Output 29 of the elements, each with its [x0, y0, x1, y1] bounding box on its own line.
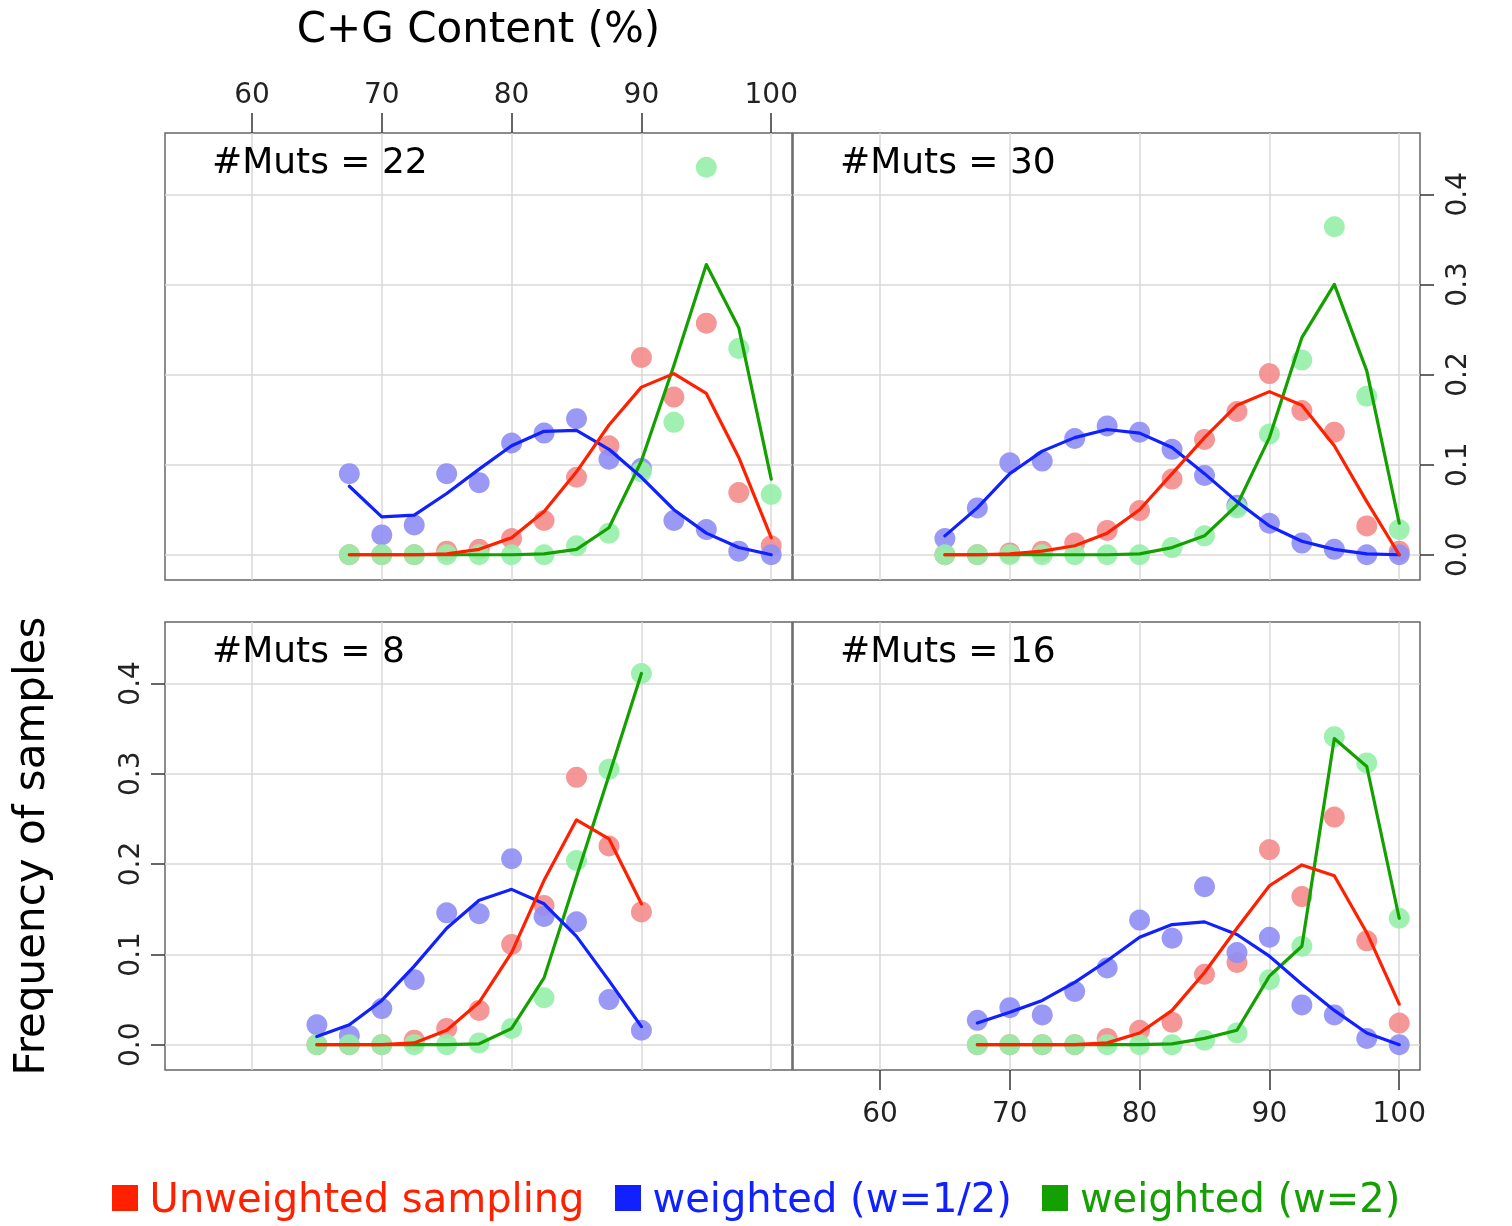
x-tick-label: 90 [623, 76, 660, 110]
chart-title: #Muts = 30 [840, 139, 1056, 181]
y-tick-label: 0.1 [112, 932, 146, 977]
legend-label: Unweighted sampling [149, 1175, 585, 1221]
legend-label: weighted (w=1/2) [652, 1175, 1012, 1221]
y2-tick-label: 0.0 [1439, 532, 1473, 578]
x-tick-label: 90 [1251, 1095, 1288, 1129]
chart-title: #Muts = 16 [840, 628, 1056, 670]
legend-label: weighted (w=2) [1079, 1175, 1401, 1221]
y-tick-label: 0.2 [112, 841, 146, 887]
x-tick-label: 70 [991, 1095, 1028, 1129]
chart-title: #Muts = 8 [212, 628, 405, 670]
x-tick-label: 60 [234, 76, 270, 110]
y-tick-label: 0.4 [112, 661, 146, 706]
x-tick-label: 80 [1121, 1095, 1158, 1129]
x-tick-label: 80 [493, 76, 530, 110]
y-axis-title: Frequency of samples [4, 616, 54, 1076]
y2-tick-label: 0.1 [1439, 442, 1473, 487]
x-axis-title: C+G Content (%) [296, 2, 661, 52]
y2-tick-label: 0.3 [1439, 262, 1473, 307]
y2-tick-label: 0.2 [1439, 352, 1473, 397]
y-tick-label: 0.3 [112, 751, 146, 797]
x-tick-label: 70 [363, 76, 400, 110]
x-tick-label: 100 [1372, 1095, 1426, 1129]
chart-title: #Muts = 22 [212, 139, 428, 181]
x-tick-label: 60 [862, 1095, 898, 1129]
y2-tick-label: 0.4 [1439, 172, 1473, 217]
x-tick-label: 100 [744, 76, 798, 110]
y-tick-label: 0.0 [112, 1022, 146, 1067]
